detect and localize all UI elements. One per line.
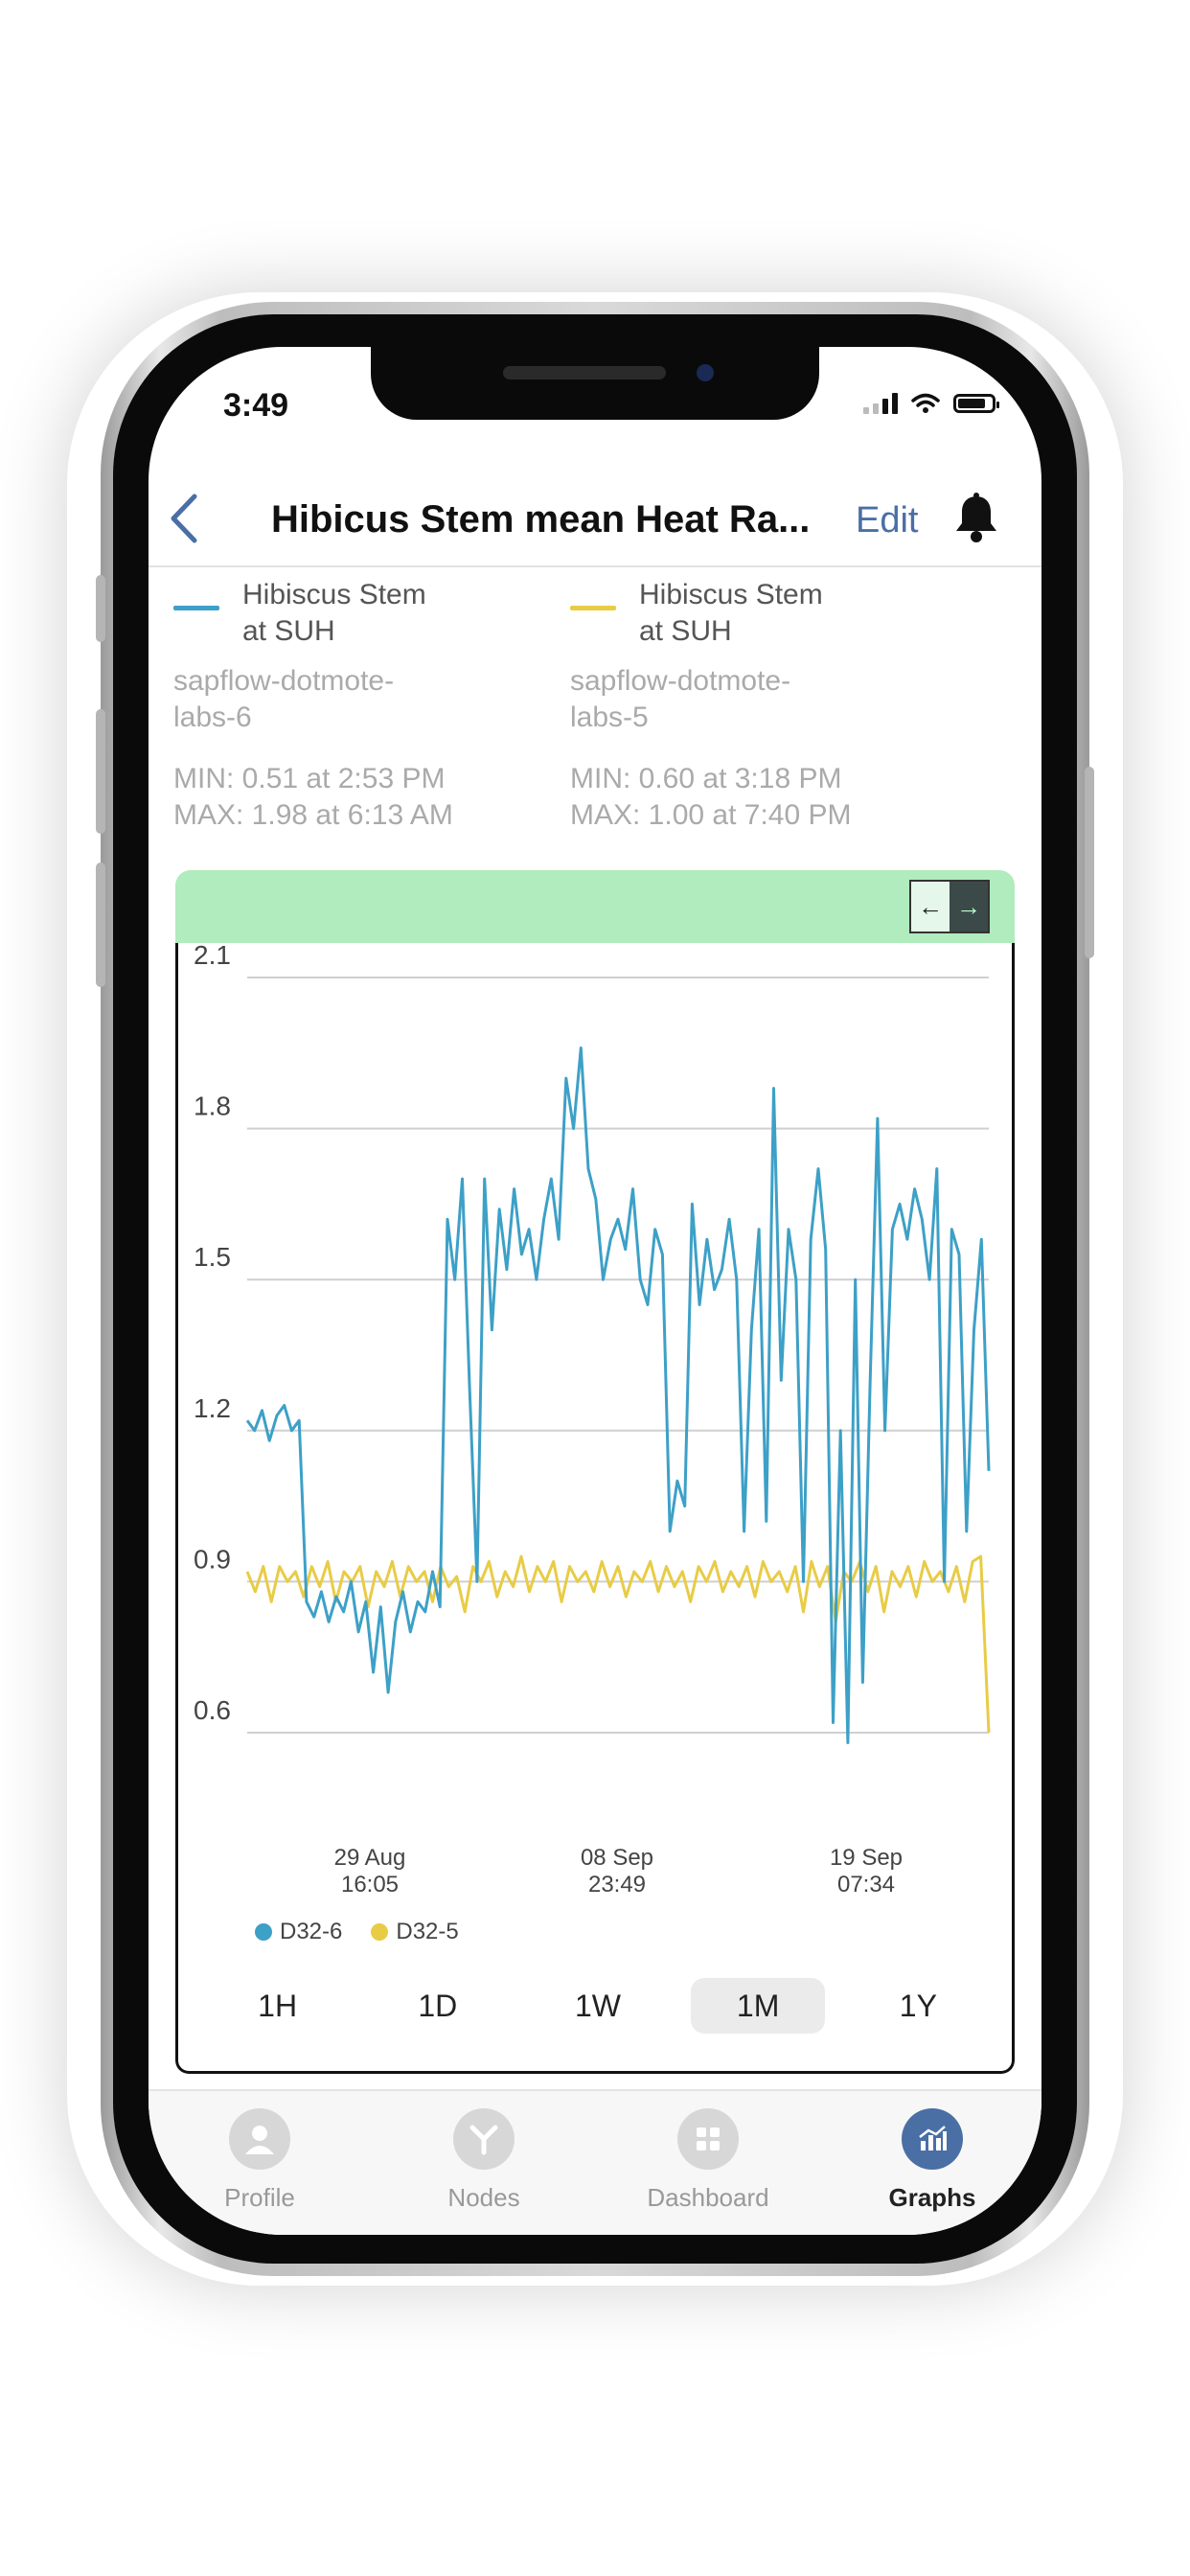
legend-item-d32-6: D32-6 [255, 1919, 342, 1945]
max-value: MAX: 1.98 at 6:13 AM [173, 799, 453, 831]
back-chevron-icon[interactable] [168, 493, 200, 553]
chart-legend: D32-6 D32-5 [255, 1919, 459, 1945]
time-range-selector: 1H 1D 1W 1M 1Y [197, 1978, 998, 2034]
volume-up-button [96, 709, 105, 834]
bell-icon[interactable] [951, 493, 1001, 551]
legend-dot [371, 1923, 389, 1941]
range-1h[interactable]: 1H [258, 1989, 298, 2023]
range-1w[interactable]: 1W [574, 1989, 621, 2023]
status-icons [863, 393, 999, 414]
range-1y[interactable]: 1Y [899, 1989, 937, 2023]
series-name-line1: Hibiscus Stem [639, 579, 823, 610]
series-stats: MIN: 0.60 at 3:18 PM MAX: 1.00 at 7:40 P… [570, 761, 953, 834]
tab-label: Graphs [888, 2183, 976, 2212]
node-name: sapflow-dotmote- labs-6 [173, 663, 490, 736]
mute-switch [96, 575, 105, 642]
y-tick-label: 2.1 [194, 943, 231, 970]
series-name: Hibiscus Stem at SUH [242, 577, 549, 650]
profile-icon [229, 2108, 290, 2170]
node-name: sapflow-dotmote- labs-5 [570, 663, 886, 736]
battery-icon [953, 394, 999, 413]
tab-label: Nodes [447, 2183, 520, 2212]
tab-dashboard[interactable]: Dashboard [612, 2108, 804, 2213]
tab-nodes[interactable]: Nodes [388, 2108, 580, 2213]
tab-label: Profile [224, 2183, 295, 2212]
range-1d[interactable]: 1D [418, 1989, 458, 2023]
series-line-d32-6 [245, 1046, 991, 1744]
node-name-line1: sapflow-dotmote- [173, 665, 395, 697]
edit-button[interactable]: Edit [856, 500, 919, 540]
dashboard-icon [677, 2108, 739, 2170]
legend-label: D32-6 [280, 1919, 343, 1944]
legend-item-d32-5: D32-5 [371, 1919, 459, 1945]
volume-down-button [96, 862, 105, 987]
chart-toolbar: ← → [175, 870, 1015, 943]
series-stats: MIN: 0.51 at 2:53 PM MAX: 1.98 at 6:13 A… [173, 761, 557, 834]
y-tick-label: 1.2 [194, 1393, 231, 1423]
tab-label: Dashboard [647, 2183, 769, 2212]
x-tick-label: 19 Sep [830, 1845, 903, 1871]
power-button [1085, 767, 1094, 958]
y-tick-label: 0.6 [194, 1695, 231, 1725]
arrow-left-icon[interactable]: ← [911, 882, 950, 932]
tab-bar: Profile Nodes Dashboard Graphs [149, 2089, 1041, 2235]
wifi-icon [911, 393, 940, 413]
y-tick-label: 1.5 [194, 1242, 231, 1272]
nav-bar: Hibicus Stem mean Heat Ra... Edit [149, 472, 1041, 565]
status-time: 3:49 [223, 387, 289, 424]
range-1m[interactable]: 1M [691, 1978, 826, 2034]
x-tick-label: 29 Aug [334, 1845, 406, 1871]
series-color-swatch [173, 606, 219, 610]
series-name-line2: at SUH [639, 615, 732, 647]
series-name-line2: at SUH [242, 615, 335, 647]
series-name-line1: Hibiscus Stem [242, 579, 426, 610]
legend-dot [255, 1923, 272, 1941]
legend-label: D32-5 [396, 1919, 459, 1944]
chart-card: 2.1 1.8 1.5 1.2 0.9 0.6 29 Aug 16:05 08 Sep 23:4… [175, 943, 1015, 2074]
arrow-right-icon[interactable]: → [950, 882, 988, 932]
nodes-icon [453, 2108, 515, 2170]
app-screen: 3:49 Hibicus Stem mean Heat Ra... Edit [149, 347, 1041, 2235]
graphs-icon [902, 2108, 963, 2170]
node-name-line2: labs-5 [570, 702, 649, 733]
x-tick-label: 23:49 [588, 1872, 646, 1898]
signal-icon [863, 393, 898, 414]
y-tick-label: 1.8 [194, 1092, 231, 1121]
x-tick-label: 08 Sep [581, 1845, 653, 1871]
page-title: Hibicus Stem mean Heat Ra... [271, 498, 811, 540]
max-value: MAX: 1.00 at 7:40 PM [570, 799, 852, 831]
min-value: MIN: 0.60 at 3:18 PM [570, 763, 842, 794]
node-name-line1: sapflow-dotmote- [570, 665, 791, 697]
nav-divider [149, 565, 1041, 567]
x-tick-label: 16:05 [341, 1872, 399, 1898]
min-value: MIN: 0.51 at 2:53 PM [173, 763, 446, 794]
tab-profile[interactable]: Profile [164, 2108, 355, 2213]
x-tick-label: 07:34 [837, 1872, 895, 1898]
y-tick-label: 0.9 [194, 1544, 231, 1574]
series-line-d32-5 [245, 1554, 991, 1734]
notch [371, 347, 819, 420]
series-color-swatch [570, 606, 616, 610]
tab-graphs[interactable]: Graphs [836, 2108, 1028, 2213]
node-name-line2: labs-6 [173, 702, 252, 733]
series-name: Hibiscus Stem at SUH [639, 577, 946, 650]
pan-toggle[interactable]: ← → [909, 880, 990, 933]
